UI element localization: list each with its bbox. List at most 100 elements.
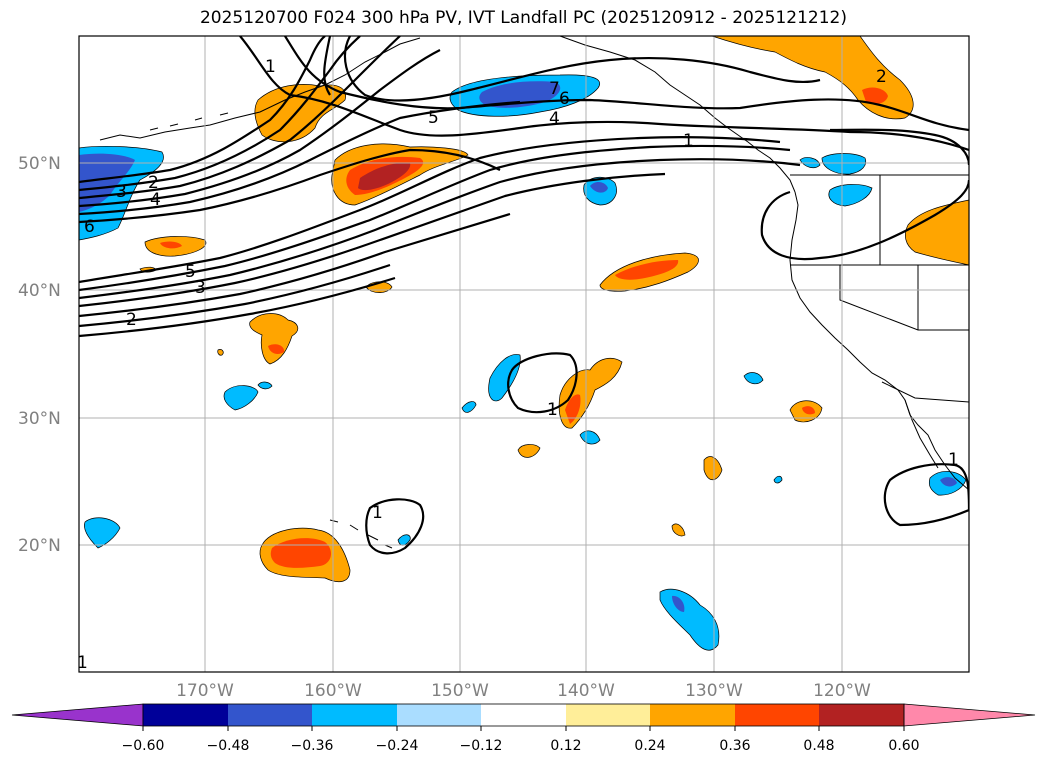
lat-label-20n: 20°N bbox=[18, 536, 61, 556]
contour-3-upper bbox=[323, 36, 332, 96]
anomaly-neg-south-core bbox=[672, 595, 685, 612]
anomaly-neg-hawaii-west-2 bbox=[257, 381, 273, 390]
contour-label-2-west: 2 bbox=[148, 173, 159, 193]
anomaly-neg-small-4 bbox=[773, 475, 783, 484]
anomaly-blob-idaho bbox=[905, 199, 969, 266]
anomaly-blob-hawaii-north bbox=[249, 313, 299, 365]
latitude-labels: 50°N 40°N 30°N 20°N bbox=[18, 154, 61, 556]
mexico-border bbox=[881, 381, 969, 403]
contour-label-1-sw: 1 bbox=[77, 653, 88, 673]
contour-west-3 bbox=[79, 36, 401, 200]
anomaly-blob-trade bbox=[703, 456, 723, 481]
colorbar-label-7: 0.24 bbox=[634, 738, 665, 754]
colorbar-label-9: 0.48 bbox=[803, 738, 834, 754]
anomaly-max-central-north bbox=[358, 162, 411, 191]
contour-label-5-mid: 5 bbox=[185, 262, 196, 282]
colorbar-segment-6 bbox=[566, 704, 650, 726]
colorbar-label-5: −0.12 bbox=[460, 738, 503, 754]
anomaly-neg-mexico-core bbox=[940, 477, 957, 487]
contour-label-4-gulf: 4 bbox=[549, 109, 560, 129]
colorbar-ticks bbox=[142, 726, 905, 731]
state-border-2 bbox=[839, 265, 969, 331]
colorbar-segment-5 bbox=[481, 704, 566, 726]
contour-lower-7 bbox=[79, 276, 396, 338]
bc-coast bbox=[727, 127, 796, 193]
anomaly-neg-mid-1-core bbox=[590, 182, 608, 193]
lat-label-50n: 50°N bbox=[18, 154, 61, 174]
contour-label-1-subtropical: 1 bbox=[547, 400, 558, 420]
map-content: 1 2 3 4 6 5 3 2 5 7 6 4 1 2 1 1 1 1 bbox=[77, 36, 969, 673]
colorbar-segment-2 bbox=[228, 704, 312, 726]
contour-label-4-west: 4 bbox=[150, 190, 161, 210]
contour-lower-3 bbox=[79, 158, 801, 300]
contour-label-1-nw: 1 bbox=[265, 57, 276, 77]
contour-west-5 bbox=[79, 100, 521, 216]
us-west-coast bbox=[789, 191, 969, 491]
contour-west-4 bbox=[79, 49, 441, 208]
map-frame bbox=[78, 35, 970, 673]
contour-rockies-top bbox=[829, 128, 969, 166]
contour-label-1-hawaii: 1 bbox=[372, 503, 383, 523]
colorbar-segment-4 bbox=[397, 704, 481, 726]
lon-label-140w: 140°W bbox=[557, 681, 615, 701]
contour-hawaii-loop bbox=[365, 498, 425, 555]
colorbar-segment-8 bbox=[735, 704, 819, 726]
colorbar-label-1: −0.60 bbox=[122, 738, 165, 754]
colorbar-label-6: 0.12 bbox=[550, 738, 581, 754]
colorbar-labels: −0.60 −0.48 −0.36 −0.24 −0.12 0.12 0.24 … bbox=[122, 738, 920, 754]
contour-label-5-north: 5 bbox=[428, 108, 439, 128]
map-background bbox=[79, 36, 969, 672]
colorbar-label-8: 0.36 bbox=[719, 738, 750, 754]
contour-lower-2 bbox=[79, 144, 791, 292]
hawaii-islands bbox=[329, 519, 393, 549]
colorbar: −0.60 −0.48 −0.36 −0.24 −0.12 0.12 0.24 … bbox=[11, 703, 1036, 754]
baja-peninsula bbox=[904, 399, 939, 469]
anomaly-core-hawaii-north bbox=[268, 344, 285, 354]
anomaly-neg-hawaii-west bbox=[223, 385, 259, 411]
anomaly-core-hawaii-south bbox=[270, 538, 332, 568]
contour-label-3-mid: 3 bbox=[195, 278, 206, 298]
pv-contours bbox=[79, 36, 969, 555]
contour-labels: 1 2 3 4 6 5 3 2 5 7 6 4 1 2 1 1 1 1 bbox=[77, 57, 959, 673]
map-title: 2025120700 F024 300 hPa PV, IVT Landfall… bbox=[199, 8, 847, 28]
anomaly-core-bc-coast bbox=[862, 87, 888, 104]
contour-north-dome bbox=[343, 36, 821, 102]
longitude-labels: 170°W 160°W 150°W 140°W 130°W 120°W bbox=[176, 681, 871, 701]
positive-pv-anomalies bbox=[139, 36, 969, 583]
contour-lower-4 bbox=[79, 172, 666, 308]
contour-west-6 bbox=[79, 148, 501, 224]
colorbar-segment-7 bbox=[650, 704, 735, 726]
anomaly-neg-small-3 bbox=[743, 372, 764, 385]
lat-label-40n: 40°N bbox=[18, 281, 61, 301]
alaska-panhandle bbox=[559, 36, 729, 129]
colorbar-label-3: −0.36 bbox=[291, 738, 334, 754]
contour-lower-6 bbox=[79, 263, 391, 328]
contour-label-1-mexico: 1 bbox=[948, 450, 959, 470]
colorbar-segment-3 bbox=[312, 704, 397, 726]
contour-rockies bbox=[760, 179, 969, 261]
anomaly-core-west-pacific bbox=[160, 241, 182, 249]
contour-label-3-west: 3 bbox=[116, 182, 127, 202]
alaska-coast bbox=[99, 37, 421, 141]
lon-label-150w: 150°W bbox=[431, 681, 489, 701]
colorbar-label-4: −0.24 bbox=[376, 738, 419, 754]
anomaly-neg-or bbox=[828, 184, 873, 207]
colorbar-segment-9 bbox=[819, 704, 904, 726]
lon-label-130w: 130°W bbox=[685, 681, 743, 701]
contour-2-north bbox=[284, 36, 969, 132]
contour-mexico bbox=[883, 463, 969, 527]
anomaly-neg-wa-2 bbox=[821, 153, 867, 175]
anomaly-core-east-pacific bbox=[615, 260, 679, 280]
anomaly-blob-gulf-alaska bbox=[254, 84, 346, 143]
anomaly-neg-far-west bbox=[84, 517, 121, 549]
anomaly-blob-tiny-mid bbox=[217, 349, 224, 356]
lon-label-160w: 160°W bbox=[304, 681, 362, 701]
anomaly-blob-small-south bbox=[517, 444, 541, 458]
lon-label-120w: 120°W bbox=[813, 681, 871, 701]
aleutians bbox=[149, 112, 229, 131]
colorbar-label-10: 0.60 bbox=[888, 738, 919, 754]
contour-west-2 bbox=[79, 36, 361, 192]
colorbar-segment-1 bbox=[143, 704, 228, 726]
colorbar-extend-right bbox=[903, 703, 1036, 727]
